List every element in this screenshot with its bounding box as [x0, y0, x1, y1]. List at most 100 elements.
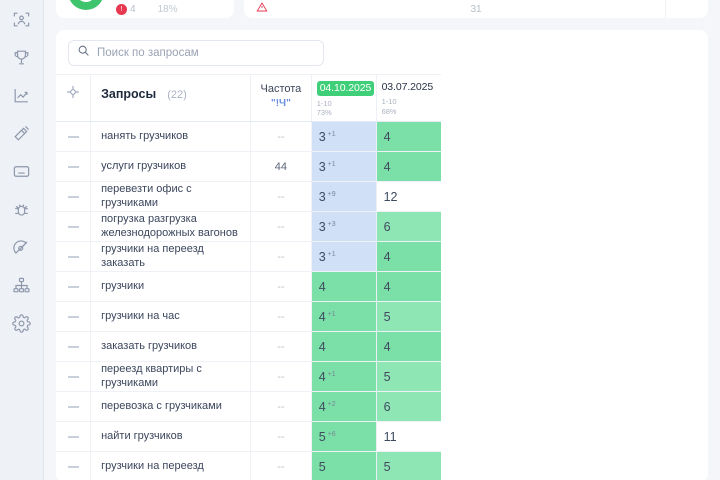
column-header-target[interactable]: [56, 73, 92, 123]
position-delta: +6: [327, 430, 336, 438]
column-header-frequency[interactable]: Частота "!Ч": [250, 73, 312, 123]
row-position-date-1[interactable]: 3 +1: [311, 121, 377, 153]
row-toggle-dash[interactable]: [56, 361, 92, 393]
queries-title: Запросы: [101, 87, 157, 101]
column-header-date-2[interactable]: 03.07.2025 1-10 68%: [376, 73, 441, 123]
sidebar-item-trophy[interactable]: [0, 38, 44, 76]
row-query-text[interactable]: погрузка разгрузка железнодорожных вагон…: [90, 211, 252, 243]
position-value: 5: [383, 309, 391, 324]
search-box[interactable]: [68, 40, 324, 66]
table-row[interactable]: заказать грузчиков -- 4 4: [56, 331, 441, 363]
table-row[interactable]: найти грузчиков -- 5 +6 11: [56, 421, 441, 453]
row-position-date-1[interactable]: 3 +1: [311, 241, 377, 273]
position-delta: +2: [327, 400, 336, 408]
date-1-pill: 04.10.2025: [316, 81, 375, 96]
search-input[interactable]: [97, 47, 315, 59]
row-toggle-dash[interactable]: [56, 241, 92, 273]
row-frequency-value: --: [250, 451, 312, 480]
table-row[interactable]: услуги грузчиков 44 3 +1 4: [56, 151, 441, 183]
position-value: 4: [383, 249, 391, 264]
row-position-date-2[interactable]: 6: [376, 391, 441, 423]
position-delta: +9: [327, 190, 336, 198]
sidebar-item-settings[interactable]: [0, 304, 44, 342]
sidebar-item-tools[interactable]: [0, 114, 44, 152]
row-toggle-dash[interactable]: [56, 121, 92, 153]
position-value: 4: [383, 159, 391, 174]
summary-card-donut[interactable]: ! 4 18%: [56, 0, 234, 18]
alert-circle-icon: !: [116, 3, 127, 15]
position-value: 4: [318, 369, 326, 384]
row-position-date-1[interactable]: 4 +2: [311, 391, 377, 423]
row-position-date-2[interactable]: 4: [376, 151, 441, 183]
sidebar-item-analytics[interactable]: [0, 76, 44, 114]
sidebar-item-monitoring[interactable]: [0, 228, 44, 266]
row-position-date-2[interactable]: 4: [376, 241, 441, 273]
row-position-date-2[interactable]: 11: [376, 421, 441, 453]
table-row[interactable]: грузчики на переезд -- 5 5: [56, 451, 441, 480]
row-query-text[interactable]: перевозка с грузчиками: [90, 391, 252, 423]
row-toggle-dash[interactable]: [56, 211, 92, 243]
row-position-date-1[interactable]: 3 +9: [311, 181, 377, 213]
row-toggle-dash[interactable]: [56, 391, 92, 423]
row-query-text[interactable]: грузчики: [90, 271, 252, 303]
sidebar-item-keyboard[interactable]: [0, 152, 44, 190]
row-query-text[interactable]: грузчики на час: [90, 301, 252, 333]
row-position-date-1[interactable]: 3 +3: [311, 211, 377, 243]
row-query-text[interactable]: нанять грузчиков: [90, 121, 252, 153]
row-query-text[interactable]: грузчики на переезд: [90, 451, 252, 480]
row-position-date-1[interactable]: 5: [311, 451, 377, 480]
sidebar-item-scan-target[interactable]: [0, 0, 44, 38]
summary-card-warning[interactable]: 31: [244, 0, 708, 18]
table-body: нанять грузчиков -- 3 +1 4 услуги грузчиков 44…: [56, 121, 441, 480]
row-position-date-1[interactable]: 4: [311, 271, 377, 303]
row-position-date-2[interactable]: 4: [376, 121, 441, 153]
row-toggle-dash[interactable]: [56, 421, 92, 453]
row-query-text[interactable]: грузчики на переезд заказать: [90, 241, 252, 273]
row-position-date-1[interactable]: 4 +1: [311, 301, 377, 333]
row-position-date-1[interactable]: 3 +1: [311, 151, 377, 183]
table-row[interactable]: погрузка разгрузка железнодорожных вагон…: [56, 211, 441, 243]
table-row[interactable]: грузчики на переезд заказать -- 3 +1 4: [56, 241, 441, 273]
gear-icon: [12, 313, 31, 333]
table-row[interactable]: перевозка с грузчиками -- 4 +2 6: [56, 391, 441, 423]
row-toggle-dash[interactable]: [56, 271, 92, 303]
row-position-date-2[interactable]: 5: [376, 451, 441, 480]
row-position-date-2[interactable]: 12: [376, 181, 441, 213]
dash-icon: [67, 166, 79, 168]
search-area: [56, 30, 708, 74]
row-query-text[interactable]: перевезти офис с грузчиками: [90, 181, 252, 213]
row-position-date-2[interactable]: 5: [376, 301, 441, 333]
row-position-date-2[interactable]: 5: [376, 361, 441, 393]
column-header-date-1[interactable]: 04.10.2025 1-10 73%: [311, 73, 377, 123]
column-header-queries[interactable]: Запросы (22): [90, 73, 252, 123]
card-divider: [665, 0, 666, 18]
position-delta: +1: [327, 160, 336, 168]
row-position-date-1[interactable]: 4: [311, 331, 377, 363]
main-content: ! 4 18% 31: [44, 0, 720, 480]
row-query-text[interactable]: заказать грузчиков: [90, 331, 252, 363]
table-row[interactable]: грузчики -- 4 4: [56, 271, 441, 303]
row-toggle-dash[interactable]: [56, 331, 92, 363]
row-toggle-dash[interactable]: [56, 181, 92, 213]
row-toggle-dash[interactable]: [56, 301, 92, 333]
row-query-text[interactable]: переезд квартиры с грузчиками: [90, 361, 252, 393]
table-row[interactable]: нанять грузчиков -- 3 +1 4: [56, 121, 441, 153]
sidebar-item-bug[interactable]: [0, 190, 44, 228]
row-position-date-1[interactable]: 5 +6: [311, 421, 377, 453]
table-row[interactable]: перевезти офис с грузчиками -- 3 +9 12: [56, 181, 441, 213]
row-position-date-1[interactable]: 4 +1: [311, 361, 377, 393]
row-position-date-2[interactable]: 4: [376, 271, 441, 303]
row-position-date-2[interactable]: 6: [376, 211, 441, 243]
sidebar-item-sitemap[interactable]: [0, 266, 44, 304]
scan-target-icon: [12, 10, 31, 29]
queries-table: Запросы (22) Частота "!Ч" 04.10.2025 1-1…: [56, 73, 441, 480]
row-position-date-2[interactable]: 4: [376, 331, 441, 363]
row-toggle-dash[interactable]: [56, 451, 92, 480]
position-value: 4: [318, 399, 326, 414]
table-row[interactable]: грузчики на час -- 4 +1 5: [56, 301, 441, 333]
row-query-text[interactable]: найти грузчиков: [90, 421, 252, 453]
row-query-text[interactable]: услуги грузчиков: [90, 151, 252, 183]
row-toggle-dash[interactable]: [56, 151, 92, 183]
table-row[interactable]: переезд квартиры с грузчиками -- 4 +1 5: [56, 361, 441, 393]
